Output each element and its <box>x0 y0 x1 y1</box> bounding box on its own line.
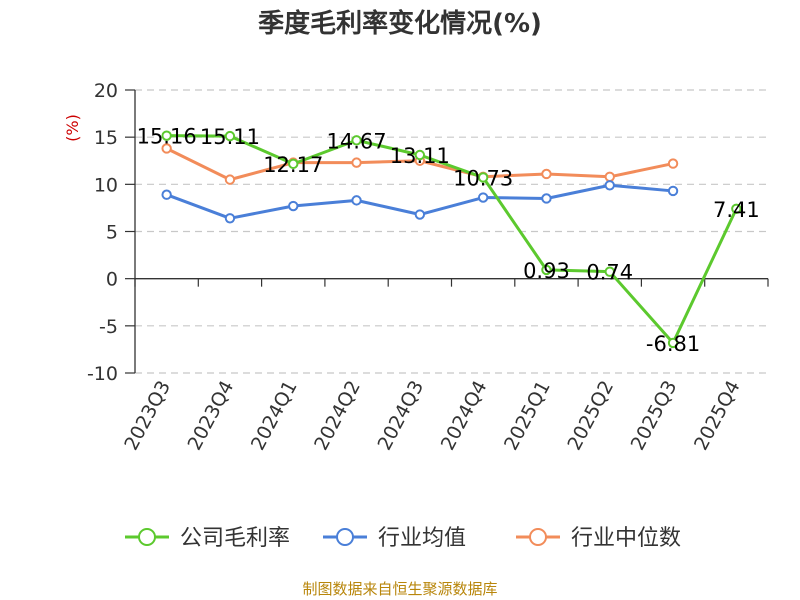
legend-marker <box>138 528 156 546</box>
y-tick-label: 20 <box>94 80 118 102</box>
data-point <box>667 337 679 349</box>
data-point <box>351 195 362 206</box>
legend-marker <box>529 528 547 546</box>
y-tick-label: -5 <box>99 316 118 338</box>
data-point <box>414 149 426 161</box>
legend-label: 行业均值 <box>378 526 466 551</box>
y-tick-label: 10 <box>94 174 118 196</box>
data-point <box>161 143 172 154</box>
data-point <box>541 193 552 204</box>
series-line <box>166 134 738 345</box>
data-point <box>414 209 426 220</box>
data-label: 12.17 <box>263 153 323 177</box>
data-label: -6.81 <box>646 332 700 356</box>
data-label: 15.16 <box>137 125 197 149</box>
data-point <box>161 130 172 141</box>
data-point <box>541 168 552 180</box>
legend[interactable]: 公司毛利率 行业均值 行业中位数 <box>125 526 681 551</box>
legend-item-2[interactable]: 行业中位数 <box>516 526 681 551</box>
data-point <box>667 158 679 169</box>
legend-item-1[interactable]: 行业均值 <box>323 526 466 551</box>
data-point <box>224 130 236 142</box>
x-tick-label: 2025Q4 <box>690 377 745 454</box>
y-tick-label: -10 <box>87 363 118 385</box>
x-tick-label: 2025Q3 <box>627 377 682 454</box>
data-point <box>224 174 236 185</box>
data-point <box>477 172 489 183</box>
grid <box>135 89 768 374</box>
x-tick-label: 2023Q3 <box>120 377 175 454</box>
series <box>161 130 742 349</box>
y-axis-label: (%) <box>63 114 82 142</box>
x-tick-label: 2025Q1 <box>500 377 555 454</box>
data-label: 0.93 <box>523 259 570 283</box>
data-label: 7.41 <box>713 198 760 222</box>
x-tick-label: 2023Q4 <box>184 377 239 454</box>
data-point <box>541 264 552 276</box>
data-label: 14.67 <box>326 129 386 153</box>
data-label: 0.74 <box>586 261 633 285</box>
x-tick-label: 2024Q2 <box>310 377 365 454</box>
x-tick-label: 2024Q4 <box>437 377 492 454</box>
series-2 <box>161 143 679 185</box>
y-tick-label: 15 <box>94 127 118 149</box>
data-label: 10.73 <box>453 166 513 190</box>
data-point <box>604 266 615 277</box>
data-point <box>731 203 742 214</box>
data-label: 15.11 <box>200 125 260 149</box>
source-note: 制图数据来自恒生聚源数据库 <box>302 580 497 598</box>
data-point <box>477 192 489 203</box>
legend-label: 公司毛利率 <box>180 526 290 551</box>
data-point <box>288 200 299 212</box>
x-tick-label: 2025Q2 <box>563 377 618 454</box>
y-tick-label: 5 <box>106 222 118 244</box>
legend-item-0[interactable]: 公司毛利率 <box>125 526 290 551</box>
data-point <box>667 185 679 197</box>
data-point <box>351 135 362 146</box>
data-label: 13.11 <box>390 144 450 168</box>
data-point <box>224 213 236 224</box>
series-1 <box>161 180 679 224</box>
data-point <box>288 158 299 170</box>
data-point <box>161 189 172 200</box>
data-point <box>604 180 615 191</box>
x-tick-label: 2024Q3 <box>373 377 428 454</box>
y-tick-label: 0 <box>106 269 118 291</box>
chart-title: 季度毛利率变化情况(%) <box>258 8 542 39</box>
data-point <box>351 157 362 168</box>
series-0 <box>161 130 742 349</box>
x-tick-label: 2024Q1 <box>247 377 302 454</box>
legend-marker <box>336 528 354 546</box>
data-point <box>604 171 615 182</box>
legend-label: 行业中位数 <box>571 526 681 551</box>
